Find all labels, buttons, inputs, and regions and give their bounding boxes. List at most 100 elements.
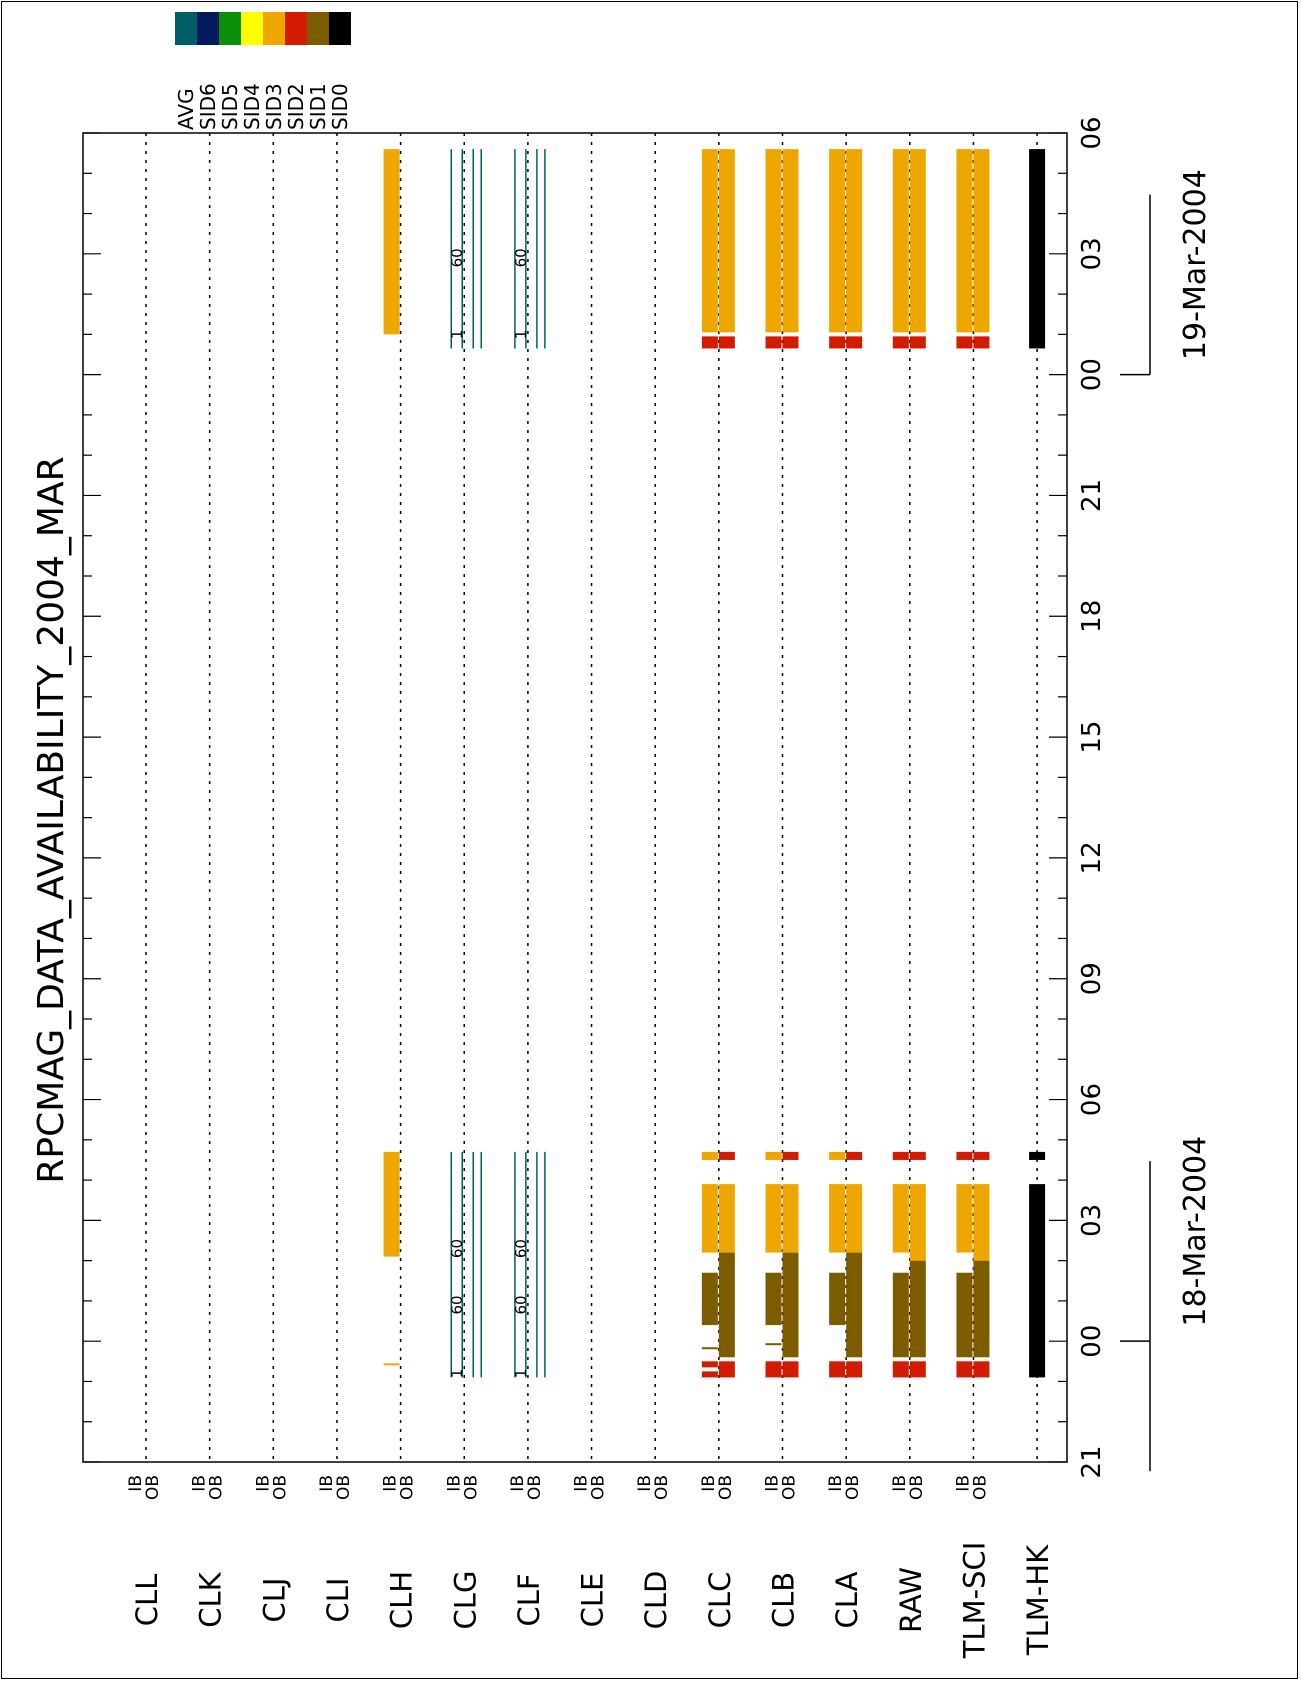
track-label: IB xyxy=(444,1475,464,1492)
row-label: CLK xyxy=(194,1571,228,1627)
data-segment xyxy=(956,1272,973,1358)
avg-annotation: 1 xyxy=(512,330,530,340)
row-label: CLF xyxy=(512,1573,546,1626)
data-segment xyxy=(701,1184,718,1253)
data-segment xyxy=(892,1361,909,1378)
data-segment xyxy=(782,1252,799,1358)
data-segment xyxy=(829,149,846,333)
track-label: IB xyxy=(635,1475,655,1492)
date-label: 19-Mar-2004 xyxy=(1178,169,1213,360)
data-segment xyxy=(973,1361,990,1378)
time-tick-label: 15 xyxy=(1077,721,1107,754)
data-segment xyxy=(956,1151,973,1160)
track-label: OB xyxy=(398,1475,418,1500)
avg-annotation: 1 xyxy=(512,1369,530,1379)
chart-title: RPCMAG_DATA_AVAILABILITY_2004_MAR xyxy=(31,456,72,1183)
data-segment xyxy=(765,1343,782,1346)
data-segment xyxy=(829,1151,846,1160)
time-tick-label: 21 xyxy=(1077,1445,1107,1478)
data-segment xyxy=(701,1347,718,1350)
time-tick-label: 03 xyxy=(1077,1204,1107,1237)
legend-swatch xyxy=(307,12,329,45)
track-label: OB xyxy=(143,1475,163,1500)
data-segment xyxy=(973,1260,990,1358)
track-label: IB xyxy=(508,1475,528,1492)
data-segment xyxy=(909,336,926,349)
avg-annotation: 60 xyxy=(448,1239,466,1258)
time-tick-label: 00 xyxy=(1077,358,1107,391)
time-tick-label: 12 xyxy=(1077,841,1107,874)
data-segment xyxy=(383,1363,400,1366)
data-segment xyxy=(718,1252,735,1358)
data-segment xyxy=(701,1151,718,1160)
row-label: TLM-HK xyxy=(1021,1544,1055,1656)
legend-label: SID1 xyxy=(306,83,330,130)
track-label: OB xyxy=(652,1475,672,1500)
legend-label: SID2 xyxy=(284,83,308,130)
data-segment xyxy=(892,149,909,333)
row-label: CLI xyxy=(321,1578,355,1623)
track-label: OB xyxy=(716,1475,736,1500)
data-segment xyxy=(383,149,400,335)
data-segment xyxy=(956,1184,973,1253)
legend-swatch xyxy=(219,12,241,45)
data-segment xyxy=(846,149,863,333)
data-segment xyxy=(701,336,718,349)
track-label: OB xyxy=(970,1475,990,1500)
data-segment xyxy=(909,1361,926,1378)
data-segment xyxy=(718,1151,735,1160)
data-segment xyxy=(718,336,735,349)
row-label: TLM-SCI xyxy=(957,1542,991,1660)
data-segment xyxy=(846,1361,863,1378)
track-label: OB xyxy=(907,1475,927,1500)
data-segment xyxy=(782,336,799,349)
legend-swatch xyxy=(263,12,285,45)
track-label: IB xyxy=(253,1475,273,1492)
avg-annotation: 60 xyxy=(512,1239,530,1258)
data-segment xyxy=(892,1184,909,1253)
track-label: IB xyxy=(953,1475,973,1492)
legend-label: SID3 xyxy=(262,83,286,130)
data-segment xyxy=(718,1184,735,1253)
data-segment xyxy=(383,1151,400,1257)
data-segment xyxy=(701,1361,718,1368)
data-segment xyxy=(718,149,735,333)
time-tick-label: 18 xyxy=(1077,600,1107,633)
data-segment xyxy=(765,1272,782,1326)
data-segment xyxy=(765,1184,782,1253)
track-label: OB xyxy=(780,1475,800,1500)
track-label: OB xyxy=(589,1475,609,1500)
track-label: IB xyxy=(190,1475,210,1492)
data-segment xyxy=(782,1184,799,1253)
avg-annotation: 1 xyxy=(448,1369,466,1379)
avg-annotation: 60 xyxy=(448,248,466,267)
track-label: OB xyxy=(207,1475,227,1500)
data-segment xyxy=(846,1252,863,1358)
data-segment xyxy=(701,1272,718,1326)
track-label: IB xyxy=(890,1475,910,1492)
track-label: IB xyxy=(763,1475,783,1492)
data-segment xyxy=(765,1361,782,1378)
track-label: OB xyxy=(461,1475,481,1500)
row-label: CLB xyxy=(767,1572,801,1628)
row-label: CLJ xyxy=(257,1578,291,1623)
row-label: CLE xyxy=(576,1573,610,1628)
avg-annotation: 60 xyxy=(512,248,530,267)
time-tick-label: 03 xyxy=(1077,237,1107,270)
data-segment xyxy=(782,1361,799,1378)
track-label: IB xyxy=(317,1475,337,1492)
legend-label: SID0 xyxy=(328,83,352,130)
data-segment xyxy=(846,1151,863,1160)
row-label: RAW xyxy=(894,1567,928,1633)
track-label: IB xyxy=(126,1475,146,1492)
data-segment xyxy=(782,149,799,333)
legend-swatch xyxy=(329,12,351,45)
track-label: OB xyxy=(843,1475,863,1500)
data-segment xyxy=(973,1151,990,1160)
data-segment xyxy=(846,1184,863,1253)
track-label: IB xyxy=(572,1475,592,1492)
row-label: CLC xyxy=(703,1572,737,1629)
data-segment xyxy=(829,1272,846,1326)
legend-swatch xyxy=(285,12,307,45)
